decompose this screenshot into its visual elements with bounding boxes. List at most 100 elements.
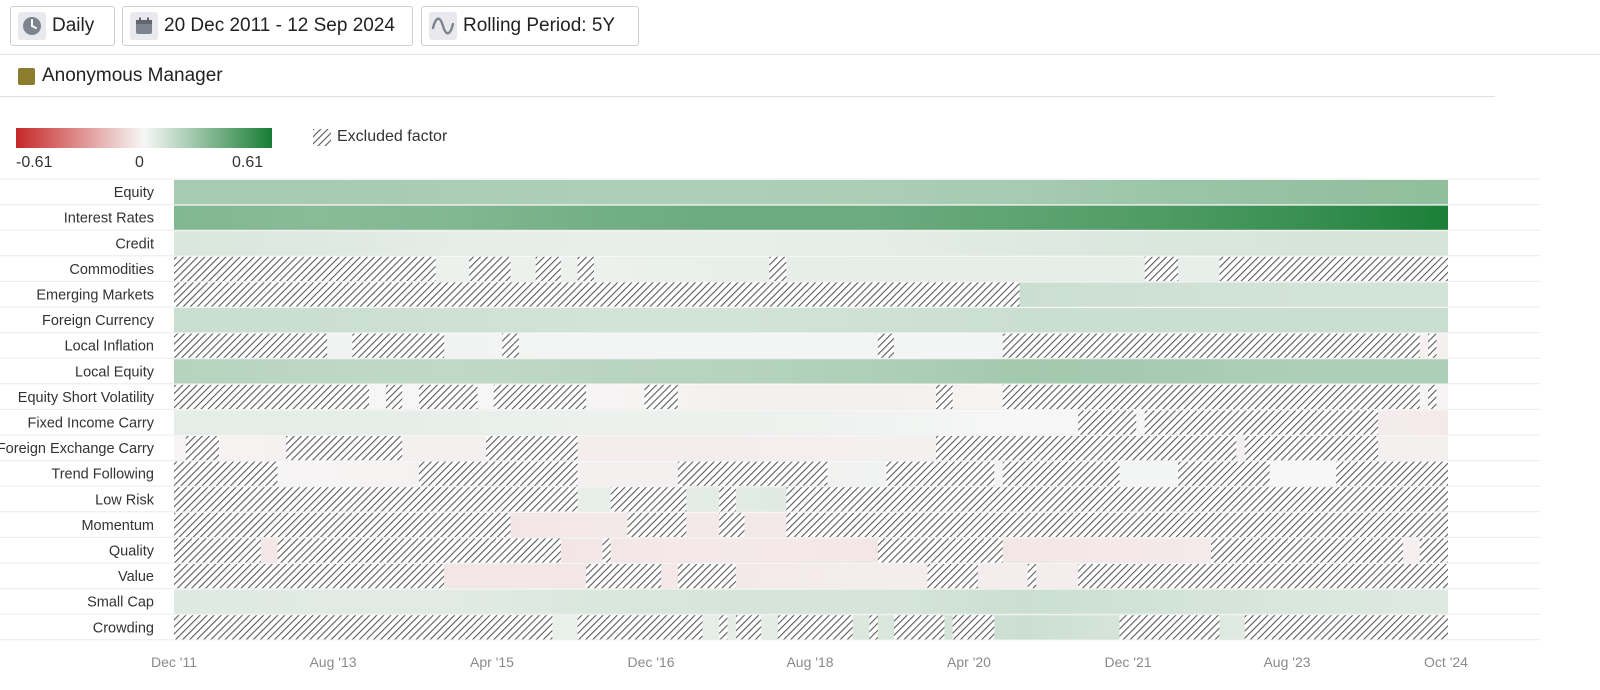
excluded-segment <box>185 436 219 461</box>
heatmap-row[interactable] <box>174 359 1448 384</box>
heatmap-row[interactable] <box>174 410 1448 435</box>
excluded-segment <box>786 512 1448 537</box>
excluded-segment <box>174 282 1020 307</box>
excluded-segment <box>877 333 895 358</box>
row-label: Foreign Exchange Carry <box>0 441 155 457</box>
excluded-segment <box>1002 461 1120 486</box>
hatch-swatch-icon <box>313 128 331 146</box>
heatmap-row[interactable] <box>174 538 1448 563</box>
x-tick-label: Aug '18 <box>786 654 833 670</box>
heatmap-row[interactable] <box>174 461 1448 486</box>
excluded-segment <box>1119 615 1220 640</box>
heatmap-row[interactable] <box>174 487 1448 512</box>
row-label: Low Risk <box>95 492 155 508</box>
excluded-segment <box>418 384 478 409</box>
excluded-segment <box>627 512 687 537</box>
excluded-segment <box>286 436 403 461</box>
row-label: Small Cap <box>87 595 154 611</box>
heatmap-row[interactable] <box>174 512 1448 537</box>
heatmap-row[interactable] <box>174 333 1448 358</box>
x-tick-label: Dec '21 <box>1104 654 1151 670</box>
excluded-segment <box>677 564 736 589</box>
x-tick-label: Dec '11 <box>151 654 197 670</box>
excluded-segment <box>469 256 511 281</box>
frequency-button[interactable]: Daily <box>10 6 115 46</box>
excluded-segment <box>894 615 945 640</box>
heatmap-row[interactable] <box>174 436 1448 461</box>
frequency-label: Daily <box>52 15 95 36</box>
heatmap-row[interactable] <box>174 589 1448 614</box>
heatmap-cell[interactable] <box>174 308 1448 333</box>
row-label: Crowding <box>93 620 154 636</box>
manager-swatch <box>18 67 35 85</box>
excluded-segment <box>1078 564 1448 589</box>
calendar-icon <box>130 12 158 40</box>
excluded-segment <box>1027 564 1037 589</box>
heatmap-row[interactable] <box>174 180 1448 205</box>
row-label: Interest Rates <box>64 211 154 227</box>
heatmap-cell[interactable] <box>174 231 1448 256</box>
excluded-segment <box>869 615 878 640</box>
row-label: Momentum <box>81 518 154 534</box>
excluded-segment <box>352 333 445 358</box>
excluded-segment <box>577 256 595 281</box>
date-range-label: 20 Dec 2011 - 12 Sep 2024 <box>164 15 395 36</box>
factor-heatmap: Equity Interest Rates Credit Commodities Eme… <box>0 178 1540 670</box>
excluded-segment <box>1211 538 1404 563</box>
clock-icon <box>18 12 46 40</box>
excluded-segment <box>493 384 587 409</box>
excluded-segment <box>769 256 787 281</box>
color-scale-min-label: -0.61 <box>16 154 53 171</box>
excluded-segment <box>1419 538 1448 563</box>
wave-icon <box>429 12 457 40</box>
excluded-segment <box>602 538 611 563</box>
heatmap-row[interactable] <box>174 231 1448 256</box>
manager-legend[interactable]: Anonymous Manager <box>18 64 223 88</box>
rolling-period-button[interactable]: Rolling Period: 5Y <box>421 6 639 46</box>
excluded-segment <box>386 384 403 409</box>
x-tick-label: Aug '23 <box>1263 654 1310 670</box>
row-label: Quality <box>109 544 155 560</box>
heatmap-row[interactable] <box>174 564 1448 589</box>
heatmap-row[interactable] <box>174 256 1448 281</box>
heatmap-row[interactable] <box>174 384 1448 409</box>
heatmap-cell[interactable] <box>174 589 1448 614</box>
row-label: Value <box>118 569 154 585</box>
excluded-segment <box>174 615 553 640</box>
excluded-segment <box>777 615 853 640</box>
excluded-segment <box>577 615 703 640</box>
heatmap-row[interactable] <box>174 205 1448 230</box>
excluded-segment <box>174 256 436 281</box>
heatmap-cell[interactable] <box>174 205 1448 230</box>
date-range-button[interactable]: 20 Dec 2011 - 12 Sep 2024 <box>122 6 413 46</box>
excluded-segment <box>735 615 762 640</box>
excluded-segment <box>174 461 278 486</box>
excluded-segment <box>927 564 978 589</box>
heatmap-cell[interactable] <box>174 359 1448 384</box>
heatmap-row[interactable] <box>174 615 1448 640</box>
excluded-segment <box>174 538 261 563</box>
manager-name: Anonymous Manager <box>42 65 223 86</box>
heatmap-row[interactable] <box>174 282 1448 307</box>
row-label: Local Equity <box>75 364 155 380</box>
excluded-segment <box>886 461 995 486</box>
excluded-segment <box>174 512 511 537</box>
excluded-segment <box>786 487 1448 512</box>
x-tick-label: Aug '13 <box>309 654 356 670</box>
excluded-segment <box>1336 461 1448 486</box>
excluded-segment <box>610 487 687 512</box>
excluded-segment <box>502 333 519 358</box>
excluded-segment <box>418 461 578 486</box>
excluded-segment <box>535 256 561 281</box>
color-scale-legend: -0.61 0 0.61 <box>16 128 272 171</box>
excluded-segment <box>1144 256 1179 281</box>
heatmap-cell[interactable] <box>174 180 1448 205</box>
excluded-segment <box>644 384 678 409</box>
color-scale-mid-label: 0 <box>135 154 144 171</box>
divider <box>0 96 1495 97</box>
excluded-segment <box>586 564 662 589</box>
heatmap-row[interactable] <box>174 308 1448 333</box>
excluded-factor-legend: Excluded factor <box>313 128 447 146</box>
color-scale-bar <box>16 128 272 148</box>
excluded-segment <box>877 538 1003 563</box>
